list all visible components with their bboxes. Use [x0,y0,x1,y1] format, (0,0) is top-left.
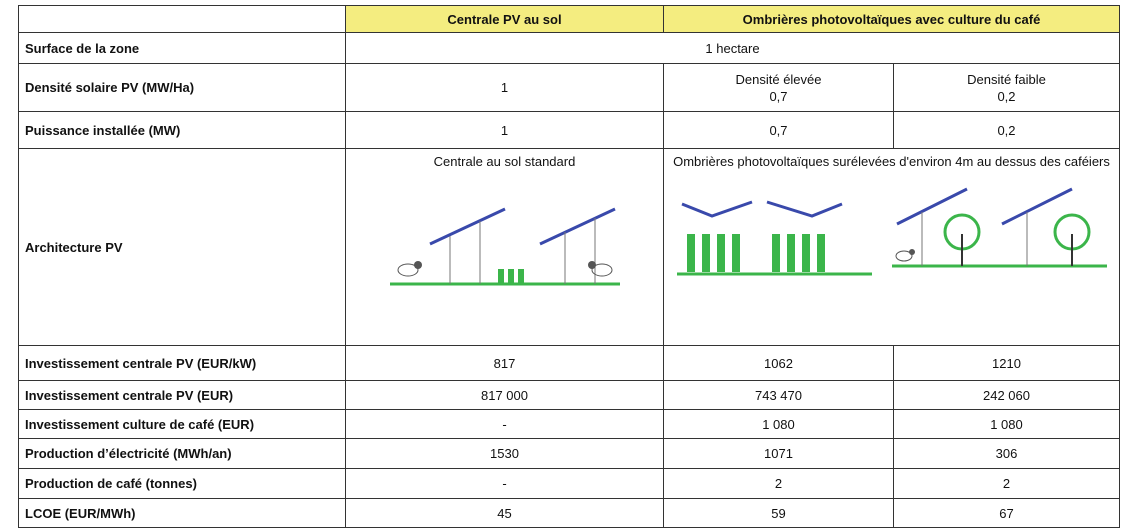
cell-text: Centrale au sol standard [352,153,657,170]
row-label: Architecture PV [19,149,346,346]
cell: 817 [346,346,664,381]
row-label: Production de café (tonnes) [19,469,346,499]
cell: 2 [894,469,1120,499]
header-cell: Ombrières photovoltaïques avec culture d… [664,6,1120,33]
cell: - [346,410,664,439]
row: Investissement centrale PV (EUR/kW) 817 … [19,346,1120,381]
cell-value: 0,2 [900,88,1113,105]
body: {"table": { "header": ["Centrale PV au s… [0,0,1125,528]
row-label: Surface de la zone [19,33,346,64]
row-label: Production d’électricité (MWh/an) [19,439,346,469]
comparison-table: Centrale PV au sol Ombrières photovoltaï… [18,5,1120,528]
cell-value: 0,7 [670,88,887,105]
cell: 2 [664,469,894,499]
row-label: Densité solaire PV (MW/Ha) [19,64,346,112]
row-label: Investissement centrale PV (EUR) [19,381,346,410]
cell: 0,7 [664,112,894,149]
cell: 1 [346,64,664,112]
row-label: Puissance installée (MW) [19,112,346,149]
header-row: Centrale PV au sol Ombrières photovoltaï… [19,6,1120,33]
cell-title: Densité élevée [670,71,887,88]
row: Investissement centrale PV (EUR) 817 000… [19,381,1120,410]
cell: 306 [894,439,1120,469]
cell: 1210 [894,346,1120,381]
cell: 1530 [346,439,664,469]
row: Architecture PV Centrale au sol standard… [19,149,1120,346]
row: Production de café (tonnes) - 2 2 [19,469,1120,499]
cell: Ombrières photovoltaïques surélevées d'e… [664,149,1120,346]
row: Production d’électricité (MWh/an) 1530 1… [19,439,1120,469]
cell: 1 [346,112,664,149]
row: Densité solaire PV (MW/Ha) 1 Densité éle… [19,64,1120,112]
cell: 67 [894,499,1120,528]
cell: 0,2 [894,112,1120,149]
cell: 1 080 [894,410,1120,439]
header-cell: Centrale PV au sol [346,6,664,33]
cell: 1071 [664,439,894,469]
row-label: LCOE (EUR/MWh) [19,499,346,528]
cell: 743 470 [664,381,894,410]
row-label: Investissement culture de café (EUR) [19,410,346,439]
cell: 242 060 [894,381,1120,410]
row: Puissance installée (MW) 1 0,7 0,2 [19,112,1120,149]
ground-pv-illustration [380,174,630,304]
shade-pv-illustration [672,174,1112,289]
cell: 1062 [664,346,894,381]
page: Comparaison PV html, body { margin: 0; p… [0,0,1125,528]
header-blank [19,6,346,33]
cell-title: Densité faible [900,71,1113,88]
row: Surface de la zone 1 hectare [19,33,1120,64]
cell: 1 hectare [346,33,1120,64]
cell: 59 [664,499,894,528]
cell: 817 000 [346,381,664,410]
cell-text: Ombrières photovoltaïques surélevées d'e… [670,153,1113,170]
cell: 1 080 [664,410,894,439]
cell: - [346,469,664,499]
cell: Centrale au sol standard [346,149,664,346]
row-label: Investissement centrale PV (EUR/kW) [19,346,346,381]
cell: 45 [346,499,664,528]
row: Investissement culture de café (EUR) - 1… [19,410,1120,439]
row: LCOE (EUR/MWh) 45 59 67 [19,499,1120,528]
